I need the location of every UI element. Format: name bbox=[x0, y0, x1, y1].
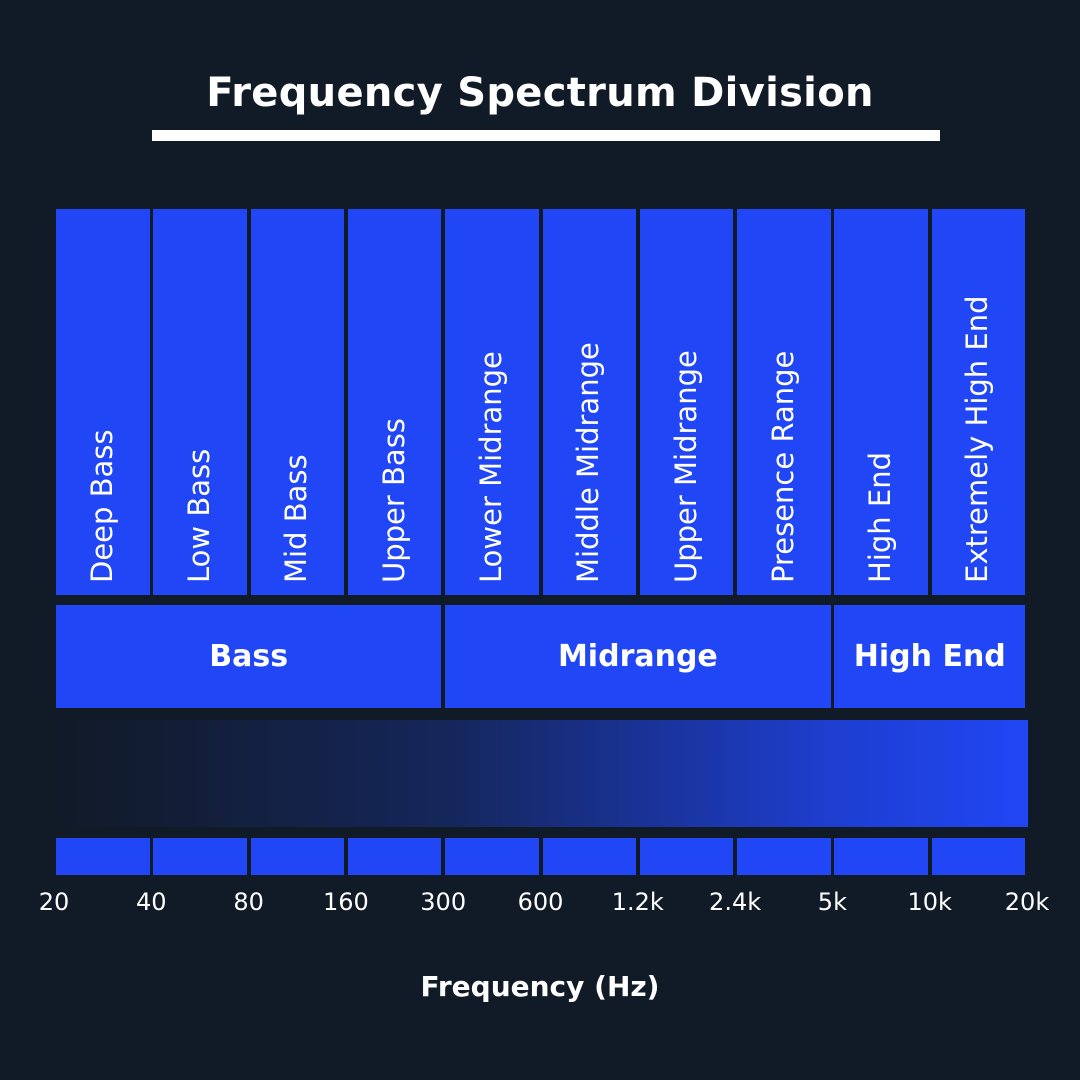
group-bass: Bass bbox=[56, 605, 442, 708]
band-high-end: High End bbox=[834, 209, 928, 595]
band-lower-midrange: Lower Midrange bbox=[445, 209, 539, 595]
band-label: Upper Bass bbox=[376, 418, 411, 583]
band-label: Lower Midrange bbox=[473, 351, 508, 583]
band-label: Middle Midrange bbox=[571, 342, 606, 583]
group-midrange: Midrange bbox=[445, 605, 831, 708]
tick-segment bbox=[445, 838, 539, 875]
tick-segment bbox=[834, 838, 928, 875]
x-axis-label: Frequency (Hz) bbox=[420, 970, 660, 1003]
tick-segment bbox=[542, 838, 636, 875]
tick-segment bbox=[737, 838, 831, 875]
band-extremely-high-end: Extremely High End bbox=[931, 209, 1026, 595]
tick-label: 600 bbox=[517, 888, 564, 916]
tick-label: 20 bbox=[38, 888, 70, 916]
tick-segment bbox=[639, 838, 734, 875]
title-underline bbox=[152, 130, 940, 141]
tick-label: 160 bbox=[322, 888, 369, 916]
diagram-title: Frequency Spectrum Division bbox=[206, 70, 874, 116]
tick-segment bbox=[931, 838, 1026, 875]
band-label: Deep Bass bbox=[84, 429, 119, 583]
tick-segment bbox=[56, 838, 150, 875]
band-middle-midrange: Middle Midrange bbox=[542, 209, 636, 595]
band-presence-range: Presence Range bbox=[737, 209, 831, 595]
band-label: Upper Midrange bbox=[668, 350, 703, 583]
tick-label: 40 bbox=[136, 888, 167, 916]
tick-label: 1.2k bbox=[611, 888, 664, 916]
frequency-gradient-bar bbox=[56, 720, 1028, 827]
tick-label: 20k bbox=[1004, 888, 1050, 916]
group-high-end: High End bbox=[834, 605, 1026, 708]
tick-label: 80 bbox=[233, 888, 264, 916]
tick-label: 2.4k bbox=[709, 888, 762, 916]
band-label: Mid Bass bbox=[279, 454, 314, 583]
tick-segment bbox=[153, 838, 247, 875]
tick-segment bbox=[347, 838, 442, 875]
band-label: Low Bass bbox=[182, 448, 217, 583]
band-low-bass: Low Bass bbox=[153, 209, 247, 595]
tick-label: 10k bbox=[907, 888, 952, 916]
band-mid-bass: Mid Bass bbox=[250, 209, 345, 595]
band-upper-bass: Upper Bass bbox=[347, 209, 442, 595]
band-label: Presence Range bbox=[765, 350, 800, 583]
band-upper-midrange: Upper Midrange bbox=[639, 209, 734, 595]
band-label: Extremely High End bbox=[960, 295, 995, 584]
band-deep-bass: Deep Bass bbox=[56, 209, 150, 595]
band-label: High End bbox=[863, 452, 898, 583]
tick-segment bbox=[250, 838, 345, 875]
tick-label: 300 bbox=[420, 888, 467, 916]
tick-label: 5k bbox=[817, 888, 847, 916]
